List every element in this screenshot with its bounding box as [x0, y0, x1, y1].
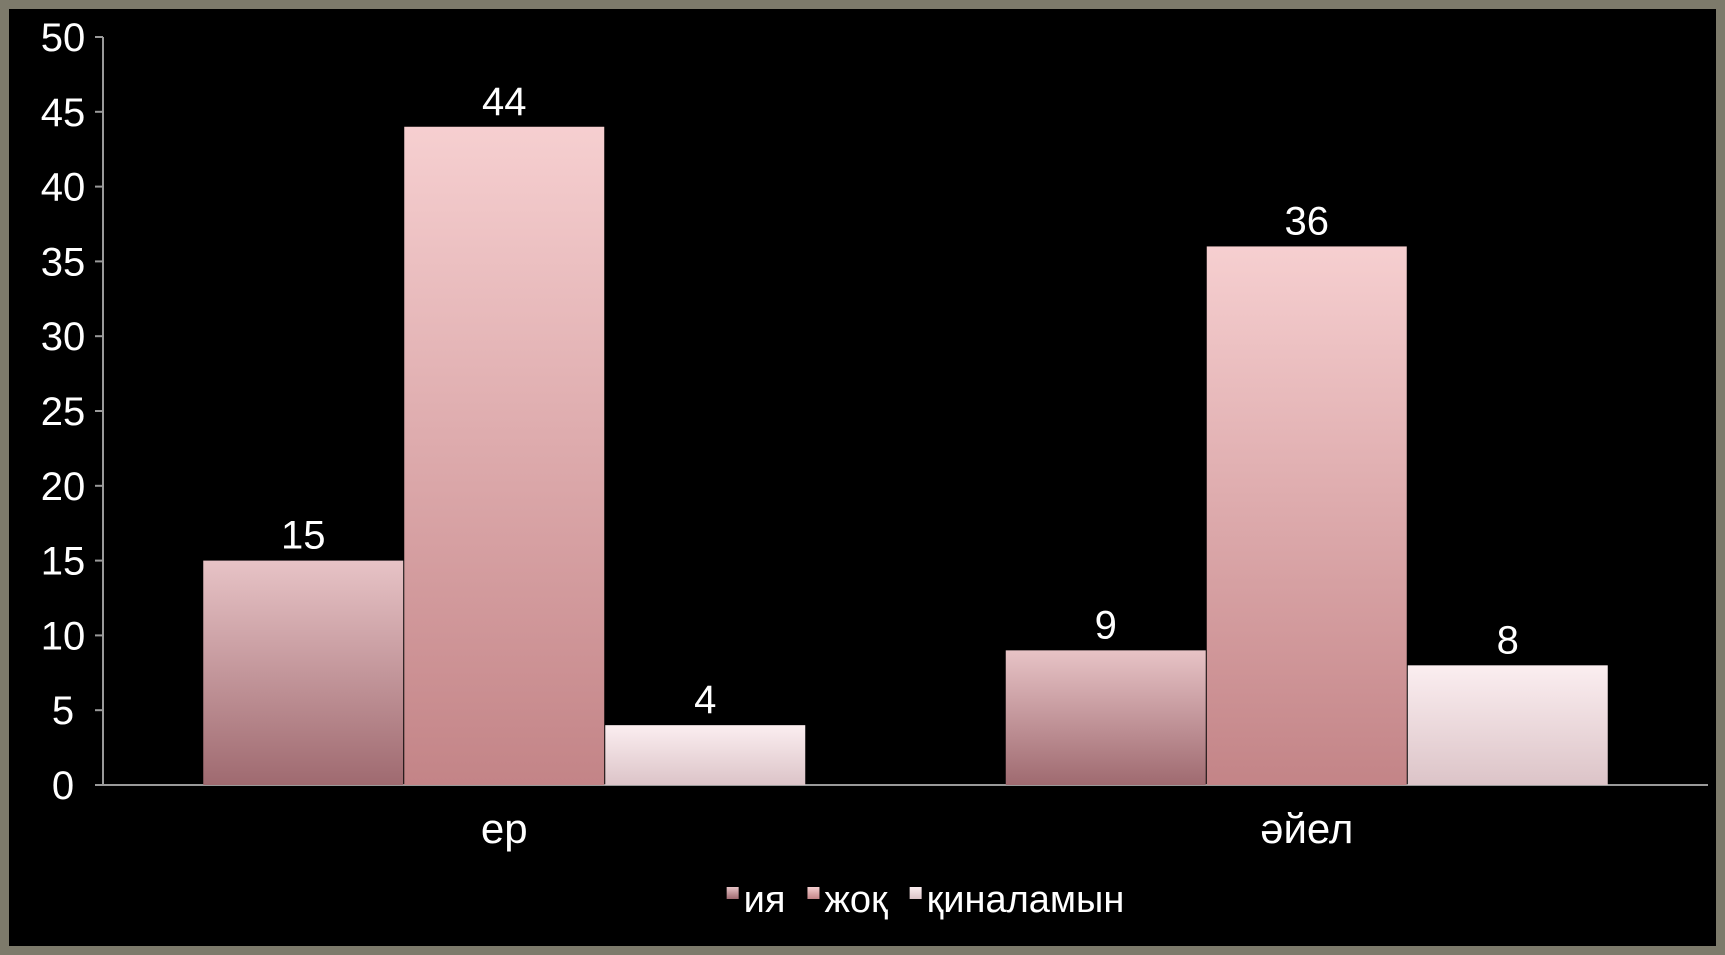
- x-category-label: ер: [481, 805, 528, 852]
- y-tick-label: 10: [41, 614, 86, 658]
- chart-frame: [9, 9, 1716, 946]
- bar: [203, 560, 404, 785]
- y-tick-label: 35: [41, 240, 86, 284]
- data-label: 4: [694, 678, 716, 722]
- legend-swatch: [726, 887, 739, 899]
- legend-swatch: [807, 887, 820, 899]
- bar: [1206, 246, 1407, 785]
- x-category-label: әйел: [1260, 805, 1353, 852]
- x-axis: ер әйел: [103, 784, 1708, 852]
- y-tick-label: 30: [41, 315, 86, 359]
- bar: [1407, 665, 1608, 785]
- legend-swatch: [909, 887, 922, 899]
- data-label: 15: [281, 514, 326, 558]
- y-axis: 0 5 10 15 20 25 30 35 40 45 50: [41, 16, 104, 808]
- legend-item: қиналамын: [909, 879, 1125, 921]
- y-tick-label: 0: [52, 764, 74, 808]
- data-label: 36: [1285, 199, 1330, 243]
- legend-item: жоқ: [807, 879, 888, 921]
- legend-label: жоқ: [824, 879, 888, 921]
- legend-label: ия: [744, 879, 786, 921]
- y-tick-label: 25: [41, 390, 86, 434]
- legend: ия жоқ қиналамын: [726, 879, 1125, 921]
- legend-item: ия: [726, 879, 786, 921]
- y-tick-label: 15: [41, 540, 86, 584]
- y-tick-label: 20: [41, 465, 86, 509]
- data-label: 44: [482, 80, 527, 124]
- bar: [1005, 650, 1206, 785]
- bar: [404, 126, 605, 785]
- data-label: 8: [1497, 618, 1519, 662]
- data-label: 9: [1095, 603, 1117, 647]
- bar: [605, 725, 806, 785]
- legend-label: қиналамын: [927, 879, 1125, 921]
- y-tick-label: 5: [52, 689, 74, 733]
- y-tick-label: 50: [41, 16, 86, 60]
- y-tick-label: 40: [41, 166, 86, 210]
- y-tick-label: 45: [41, 91, 86, 135]
